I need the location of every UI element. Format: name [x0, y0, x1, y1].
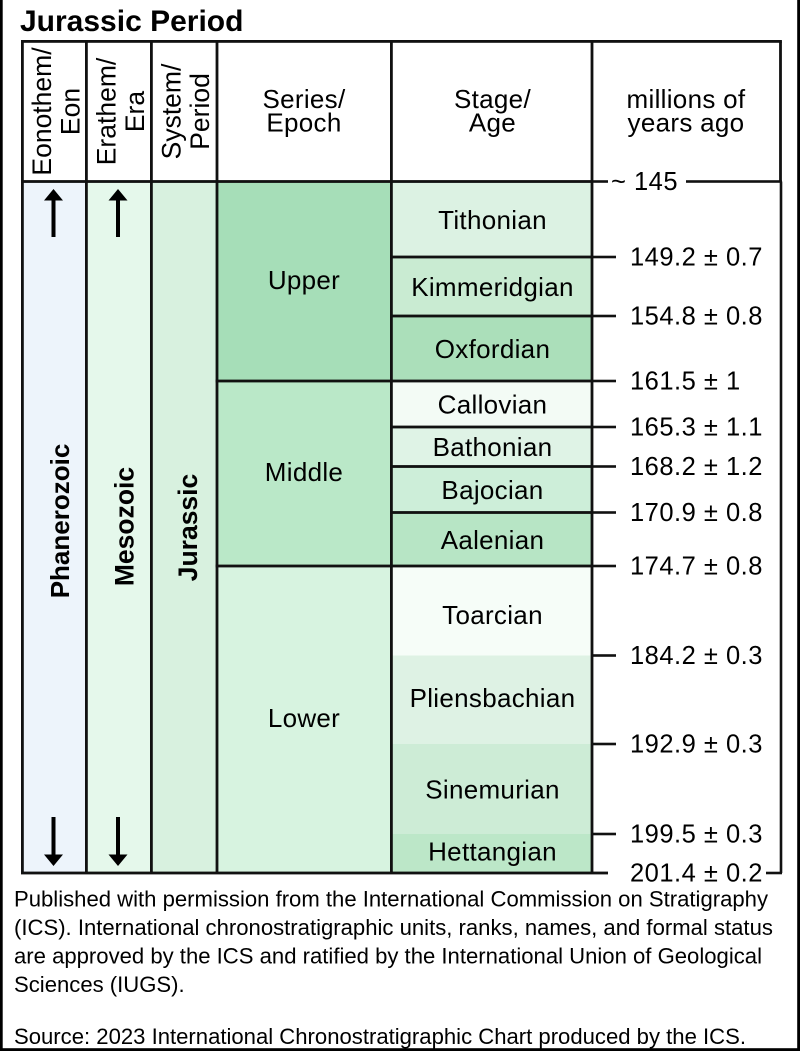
svg-text:Toarcian: Toarcian — [442, 600, 543, 630]
svg-text:Age: Age — [469, 108, 516, 138]
svg-text:Epoch: Epoch — [266, 108, 341, 138]
svg-text:149.2 ± 0.7: 149.2 ± 0.7 — [630, 244, 763, 272]
svg-text:199.5 ± 0.3: 199.5 ± 0.3 — [630, 821, 763, 849]
svg-text:174.7 ± 0.8: 174.7 ± 0.8 — [630, 553, 763, 581]
svg-text:Jurassic: Jurassic — [173, 474, 203, 582]
svg-text:Eonothem/: Eonothem/ — [27, 47, 57, 176]
svg-text:~ 145: ~ 145 — [611, 168, 678, 196]
svg-text:Jurassic Period: Jurassic Period — [20, 5, 243, 38]
svg-text:are approved by the ICS and ra: are approved by the ICS and ratified by … — [14, 944, 762, 969]
svg-text:System/: System/ — [157, 63, 187, 159]
svg-text:Sinemurian: Sinemurian — [425, 775, 560, 805]
svg-text:Erathem/: Erathem/ — [92, 57, 122, 165]
svg-text:Period: Period — [185, 73, 215, 150]
svg-text:154.8 ± 0.8: 154.8 ± 0.8 — [630, 303, 763, 331]
svg-text:millions of: millions of — [627, 84, 746, 114]
svg-text:201.4 ± 0.2: 201.4 ± 0.2 — [630, 860, 763, 888]
svg-text:Oxfordian: Oxfordian — [435, 334, 550, 364]
svg-text:Pliensbachian: Pliensbachian — [410, 683, 576, 713]
svg-text:Tithonian: Tithonian — [438, 205, 547, 235]
svg-text:184.2 ± 0.3: 184.2 ± 0.3 — [630, 642, 763, 670]
svg-text:Hettangian: Hettangian — [428, 837, 557, 867]
svg-text:(ICS). International chronostr: (ICS). International chronostratigraphic… — [14, 915, 773, 940]
svg-text:Aalenian: Aalenian — [441, 525, 545, 555]
svg-text:Callovian: Callovian — [438, 390, 548, 420]
svg-text:Middle: Middle — [265, 457, 343, 487]
svg-text:Lower: Lower — [268, 703, 340, 733]
svg-text:Stage/: Stage/ — [454, 84, 531, 114]
svg-text:165.3 ± 1.1: 165.3 ± 1.1 — [630, 414, 763, 442]
svg-text:170.9 ± 0.8: 170.9 ± 0.8 — [630, 499, 763, 527]
svg-text:Bajocian: Bajocian — [441, 475, 543, 505]
svg-text:168.2 ± 1.2: 168.2 ± 1.2 — [630, 453, 763, 481]
svg-text:Era: Era — [120, 91, 150, 133]
svg-text:192.9 ± 0.3: 192.9 ± 0.3 — [630, 731, 763, 759]
svg-text:Bathonian: Bathonian — [433, 432, 553, 462]
svg-text:Published with permission from: Published with permission from the Inter… — [14, 887, 768, 912]
svg-text:Mesozoic: Mesozoic — [110, 467, 140, 586]
svg-text:Series/: Series/ — [262, 84, 345, 114]
svg-text:161.5 ± 1: 161.5 ± 1 — [630, 368, 741, 396]
svg-text:Source: 2023 International Chr: Source: 2023 International Chronostratig… — [14, 1024, 746, 1049]
svg-text:Upper: Upper — [268, 265, 340, 295]
svg-text:Kimmeridgian: Kimmeridgian — [411, 272, 574, 302]
svg-text:Sciences (IUGS).: Sciences (IUGS). — [14, 972, 185, 997]
svg-text:Phanerozoic: Phanerozoic — [45, 444, 75, 599]
svg-text:years ago: years ago — [628, 108, 745, 138]
svg-text:Eon: Eon — [56, 88, 86, 135]
